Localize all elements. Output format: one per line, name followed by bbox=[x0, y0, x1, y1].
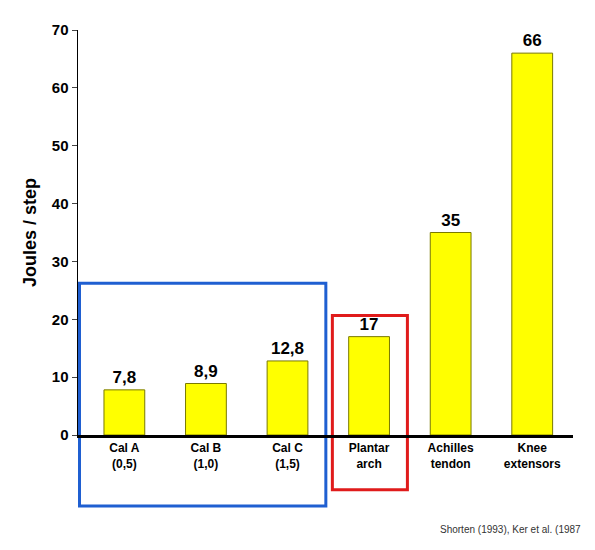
svg-text:0: 0 bbox=[60, 426, 68, 443]
svg-text:20: 20 bbox=[52, 311, 69, 328]
svg-text:60: 60 bbox=[52, 79, 69, 96]
svg-text:17: 17 bbox=[360, 315, 379, 334]
svg-text:35: 35 bbox=[441, 211, 460, 230]
svg-text:Kneeextensors: Kneeextensors bbox=[504, 441, 561, 471]
svg-text:50: 50 bbox=[52, 137, 69, 154]
svg-text:30: 30 bbox=[52, 253, 69, 270]
svg-text:Achillestendon: Achillestendon bbox=[428, 441, 474, 471]
svg-text:12,8: 12,8 bbox=[271, 339, 304, 358]
svg-text:40: 40 bbox=[52, 195, 69, 212]
svg-text:70: 70 bbox=[52, 21, 69, 38]
svg-text:Cal C(1,5): Cal C(1,5) bbox=[272, 441, 303, 471]
svg-text:Shorten (1993), Ker et al. (19: Shorten (1993), Ker et al. (1987 bbox=[440, 524, 581, 535]
svg-text:10: 10 bbox=[52, 368, 69, 385]
svg-text:Cal B(1,0): Cal B(1,0) bbox=[191, 441, 222, 471]
svg-text:66: 66 bbox=[523, 31, 542, 50]
svg-text:Joules / step: Joules / step bbox=[20, 178, 40, 287]
svg-text:7,8: 7,8 bbox=[113, 368, 137, 387]
svg-text:Cal A(0,5): Cal A(0,5) bbox=[109, 441, 140, 471]
svg-text:8,9: 8,9 bbox=[194, 362, 218, 381]
svg-text:Plantararch: Plantararch bbox=[349, 441, 390, 471]
